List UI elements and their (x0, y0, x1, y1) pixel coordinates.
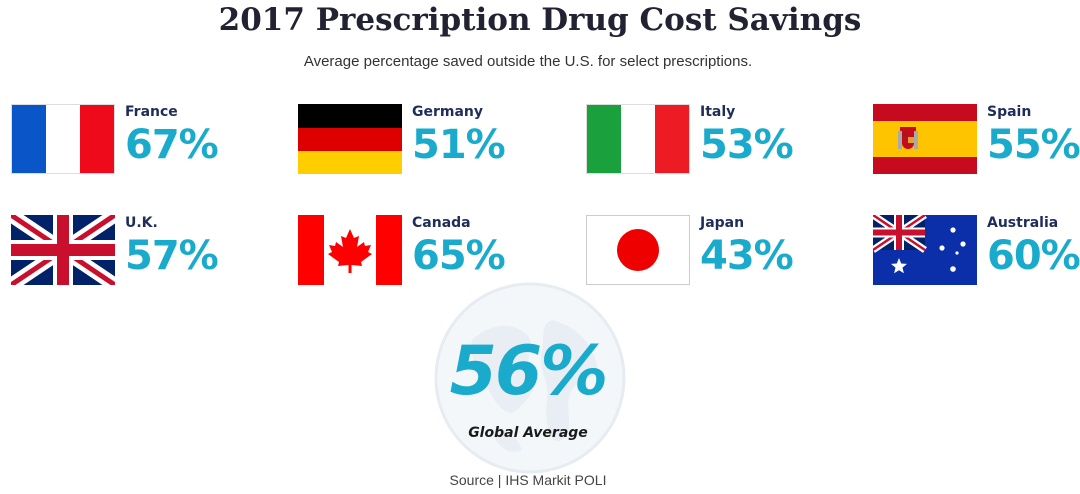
country-item-uk: U.K. 57% (11, 215, 251, 290)
spain-flag-icon (873, 104, 977, 174)
country-label: Germany (412, 104, 484, 120)
country-item-canada: Canada 65% (298, 215, 538, 290)
country-value: 55% (987, 122, 1080, 168)
france-flag-icon (11, 104, 115, 174)
canada-flag-icon (298, 215, 402, 285)
source-note: Source | IHS Markit POLI (449, 472, 607, 488)
country-item-spain: Spain 55% (873, 104, 1080, 179)
country-label: France (125, 104, 178, 120)
chart-title: 2017 Prescription Drug Cost Savings (218, 2, 862, 38)
country-item-italy: Italy 53% (586, 104, 826, 179)
country-item-germany: Germany 51% (298, 104, 538, 179)
country-value: 43% (700, 233, 794, 279)
country-item-france: France 67% (11, 104, 251, 179)
country-label: U.K. (125, 215, 158, 231)
country-value: 60% (987, 233, 1080, 279)
global-average-value: 56% (449, 332, 609, 411)
country-label: Spain (987, 104, 1032, 120)
country-value: 57% (125, 233, 219, 279)
country-value: 51% (412, 122, 506, 168)
country-item-japan: Japan 43% (586, 215, 826, 290)
japan-flag-icon (586, 215, 690, 285)
australia-flag-icon (873, 215, 977, 285)
chart-subtitle: Average percentage saved outside the U.S… (303, 53, 753, 70)
maple-leaf-icon (328, 229, 372, 273)
southern-cross-stars (891, 227, 966, 274)
spain-coat-of-arms (898, 127, 918, 149)
italy-flag-icon (586, 104, 690, 174)
country-value: 65% (412, 233, 506, 279)
global-average-label: Global Average (468, 425, 588, 441)
country-label: Italy (700, 104, 736, 120)
country-value: 53% (700, 122, 794, 168)
country-item-australia: Australia 60% (873, 215, 1080, 290)
country-label: Australia (987, 215, 1059, 231)
uk-flag-icon (11, 215, 115, 285)
country-label: Japan (700, 215, 745, 231)
germany-flag-icon (298, 104, 402, 174)
country-label: Canada (412, 215, 471, 231)
country-value: 67% (125, 122, 219, 168)
globe-icon (434, 282, 626, 474)
